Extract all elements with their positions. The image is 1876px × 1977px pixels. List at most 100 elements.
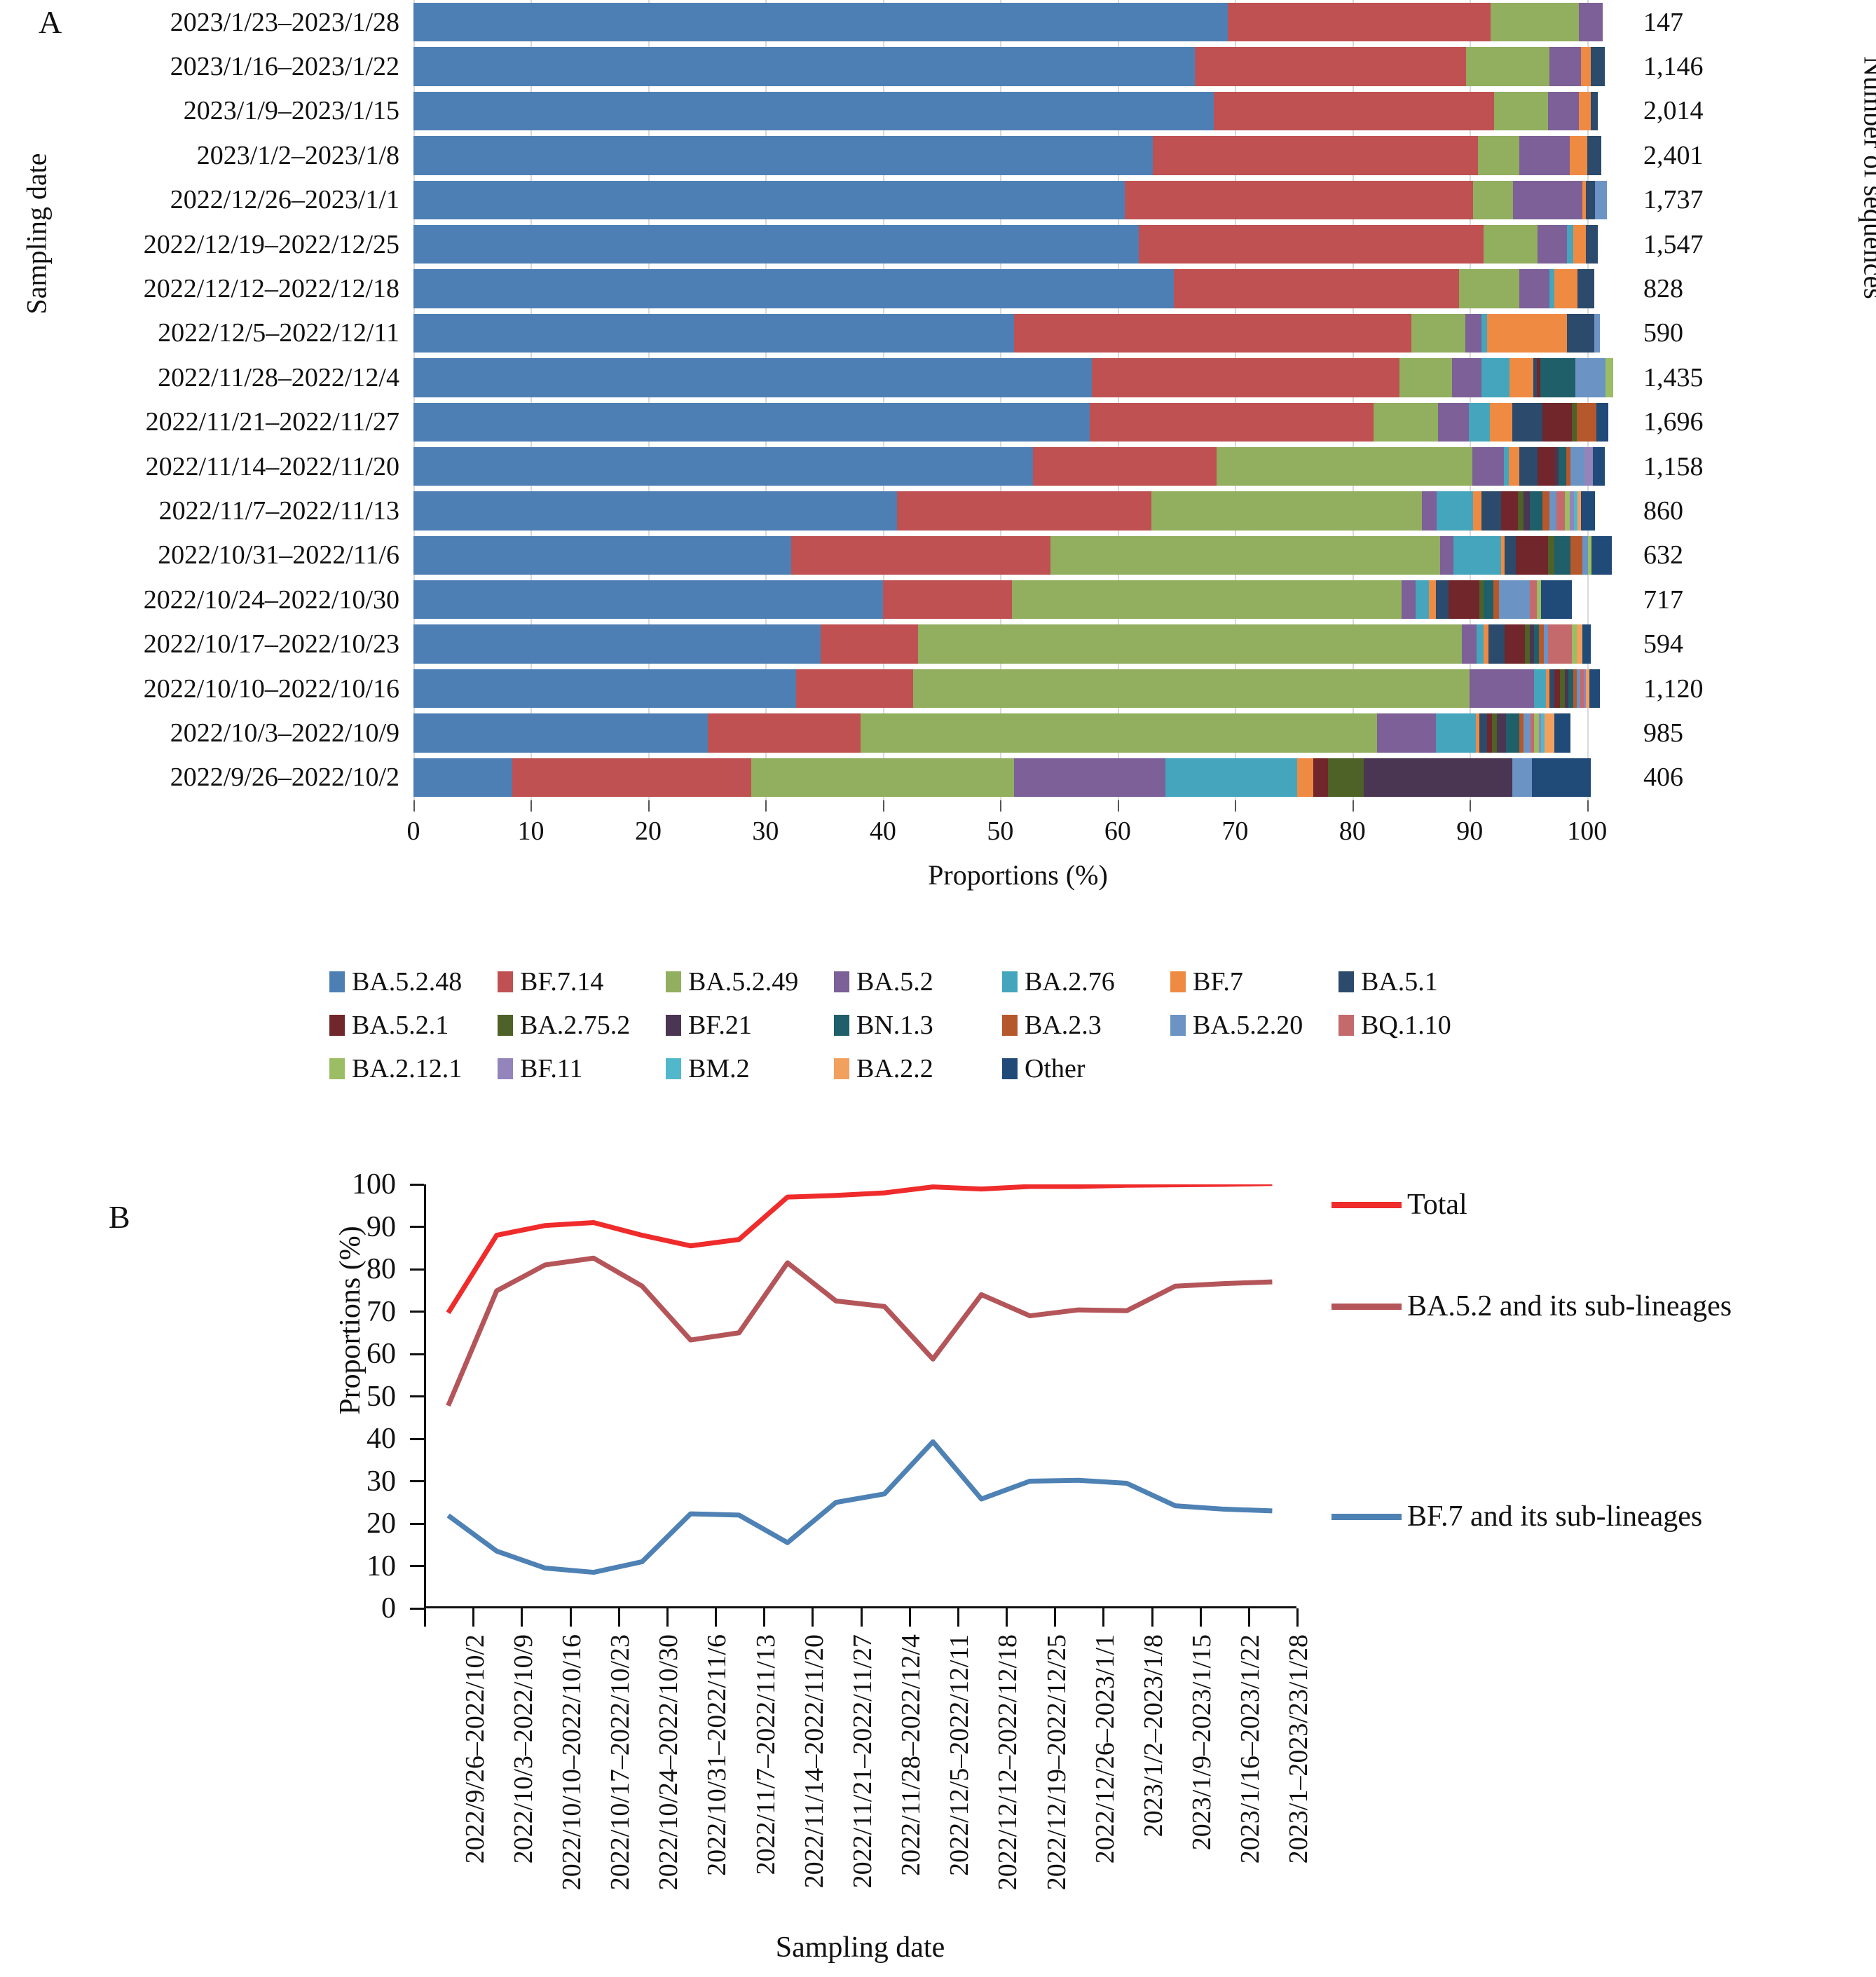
bar-segment-ba-5-2-20: [1499, 580, 1530, 620]
legend-item-ba-2-76[interactable]: BA.2.76: [1002, 966, 1170, 997]
bar-segment-bf-7: [1508, 446, 1519, 486]
panel-a-letter: A: [39, 4, 62, 40]
legend-item-other[interactable]: Other: [1002, 1053, 1170, 1084]
legend-label: BA.5.1: [1361, 967, 1438, 997]
bar-segment-ba-5-2-48: [413, 136, 1153, 175]
sequence-count: 1,158: [1643, 451, 1704, 481]
legend-item-ba-2-2[interactable]: BA.2.2: [834, 1053, 1002, 1084]
bar-segment-ba-5-2: [1519, 269, 1550, 308]
legend-swatch-icon: [498, 1058, 513, 1079]
bar-segment-ba-2-75-2: [1560, 669, 1565, 709]
x-tick: [957, 1608, 959, 1627]
bar-segment-ba-5-1: [1481, 491, 1502, 531]
bar-segment-bf-21: [1564, 669, 1568, 709]
legend-item-bf-7[interactable]: BF.7 and its sub-lineages: [1331, 1500, 1702, 1533]
x-tick: [472, 1608, 475, 1627]
bar-segment-ba-5-1: [1590, 47, 1605, 86]
sequence-count: 985: [1643, 718, 1683, 748]
bar-segment-bf-7-14: [1228, 3, 1491, 42]
bar-segment-bf-7-14: [1153, 136, 1478, 175]
legend-item-ba-2-12-1[interactable]: BA.2.12.1: [329, 1053, 498, 1084]
legend-item-bn-1-3[interactable]: BN.1.3: [834, 1010, 1002, 1041]
legend-item-total[interactable]: Total: [1331, 1188, 1467, 1222]
stacked-bar: [413, 577, 1622, 622]
x-tick: [569, 1608, 572, 1627]
bar-segment-ba-5-2: [1538, 224, 1568, 264]
legend-item-bf-21[interactable]: BF.21: [666, 1010, 834, 1041]
stacked-bar: [413, 666, 1622, 711]
legend-swatch-icon: [834, 971, 849, 992]
bar-segment-bf-7: [1509, 358, 1533, 397]
x-tick-label: 50: [987, 816, 1014, 846]
bar-segment-ba-5-2-49: [1459, 269, 1519, 308]
legend-item-ba-5-1[interactable]: BA.5.1: [1338, 966, 1507, 997]
bar-segment-bn-1-3: [1534, 624, 1540, 664]
legend-item-bm-2[interactable]: BM.2: [666, 1053, 834, 1084]
bar-segment-ba-2-12-1: [1564, 491, 1570, 531]
legend-item-ba-5-2-48[interactable]: BA.5.2.48: [329, 966, 498, 997]
bar-segment-ba-5-2-20: [1575, 358, 1606, 397]
legend-item-ba-5-2-20[interactable]: BA.5.2.20: [1170, 1010, 1338, 1041]
x-tick: [666, 1608, 669, 1627]
legend-item-bf-7[interactable]: BF.7: [1170, 966, 1338, 997]
legend-label: BF.7.14: [520, 967, 604, 997]
bar-segment-ba-2-2: [1545, 713, 1554, 753]
x-tick: [1352, 800, 1354, 812]
legend-label: BF.7: [1193, 967, 1243, 997]
bar-segment-ba-5-2-49: [1491, 3, 1580, 42]
y-tick-label: 100: [352, 1168, 396, 1200]
row-label: 2023/1/2–2023/1/8: [196, 140, 399, 170]
bar-segment-ba-5-2-49: [751, 758, 1015, 798]
stacked-bar-segments: [413, 402, 1622, 442]
bar-segment-ba-2-75-2: [1571, 402, 1577, 442]
legend-item-ba-5-2[interactable]: BA.5.2 and its sub-lineages: [1331, 1290, 1732, 1323]
bar-segment-bf-7-14: [882, 580, 1013, 620]
bar-segment-other: [1531, 758, 1591, 798]
bar-segment-bf-21: [1555, 446, 1559, 486]
bar-segment-ba-5-2-49: [1484, 224, 1538, 264]
y-tick: [410, 1480, 424, 1482]
legend-swatch-icon: [498, 1015, 513, 1036]
panel-b-lines: [446, 1184, 1273, 1575]
legend-item-ba-5-2-49[interactable]: BA.5.2.49: [666, 966, 834, 997]
legend-item-ba-5-2[interactable]: BA.5.2: [834, 966, 1002, 997]
row-label: 2022/10/10–2022/10/16: [143, 673, 399, 704]
legend-item-bq-1-10[interactable]: BQ.1.10: [1338, 1010, 1507, 1041]
bar-segment-ba-5-1: [1512, 402, 1543, 442]
stacked-bar-segments: [413, 47, 1622, 86]
panel-b-x-ticks: [424, 1608, 1299, 1629]
legend-item-bf-7-14[interactable]: BF.7.14: [498, 966, 666, 997]
legend-line-icon: [1331, 1201, 1402, 1208]
bar-segment-bq-1-10: [1556, 491, 1565, 531]
x-tick: [860, 1608, 863, 1627]
bar-segment-ba-2-2: [1585, 669, 1589, 709]
bar-segment-bf-7: [1579, 91, 1591, 131]
stacked-bar: [413, 0, 1622, 44]
stacked-bar: [413, 311, 1622, 355]
bar-segment-ba-5-2: [1402, 580, 1416, 620]
x-tick: [424, 1608, 426, 1627]
legend-item-ba-2-75-2[interactable]: BA.2.75.2: [498, 1010, 666, 1041]
bar-segment-bf-7: [1484, 624, 1489, 664]
bar-segment-ba-5-2-49: [1373, 402, 1439, 442]
bar-segment-bf-7: [1475, 713, 1479, 753]
panel-b-plot-area: 0 10 20 30 40 50 60 70 80 90 100: [352, 1168, 1296, 1624]
stacked-bar-segments: [413, 358, 1622, 397]
panel-a-right-axis-title: Number of sequences: [1858, 56, 1876, 299]
bar-segment-ba-2-3: [1519, 713, 1524, 753]
legend-swatch-icon: [666, 971, 681, 992]
bar-segment-ba-5-2-49: [913, 669, 1470, 709]
row-label: 2022/12/5–2022/12/11: [158, 318, 399, 348]
legend-item-ba-2-3[interactable]: BA.2.3: [1002, 1010, 1170, 1041]
bar-segment-ba-2-76: [1468, 402, 1490, 442]
line-series-total: [446, 1184, 1273, 1315]
x-tick-label: 60: [1104, 816, 1131, 846]
bar-segment-ba-5-1: [1549, 669, 1554, 709]
stacked-bar-segments: [413, 535, 1622, 575]
x-tick-label: 2023/1–2023/23/1/28: [1284, 1634, 1314, 1864]
legend-item-bf-11[interactable]: BF.11: [498, 1053, 666, 1084]
bar-segment-ba-2-3: [1573, 669, 1577, 709]
x-tick: [1247, 1608, 1250, 1627]
bar-segment-ba-5-2-49: [861, 713, 1377, 753]
legend-item-ba-5-2-1[interactable]: BA.5.2.1: [329, 1010, 498, 1041]
